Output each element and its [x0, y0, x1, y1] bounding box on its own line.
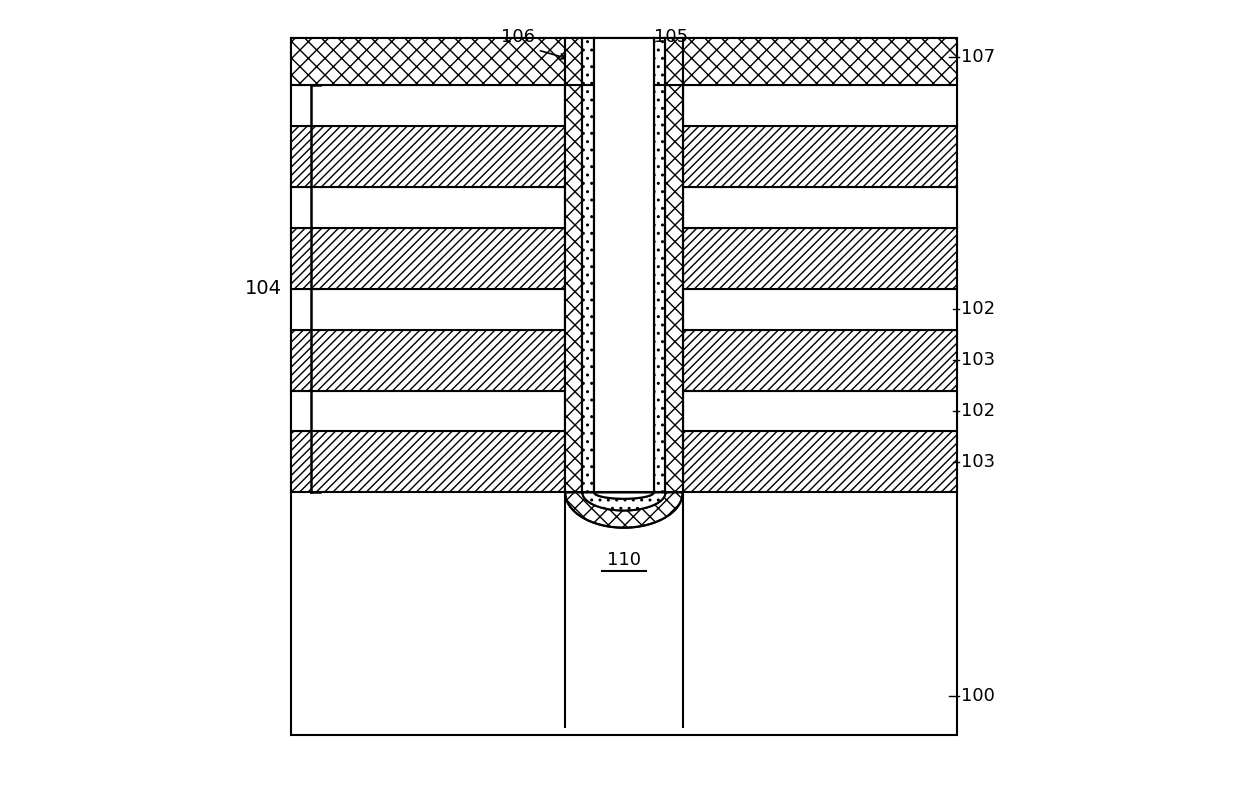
Bar — [683, 391, 957, 431]
Text: 104: 104 — [244, 280, 281, 298]
Bar — [291, 228, 565, 289]
Bar — [594, 38, 653, 493]
Bar — [683, 431, 957, 493]
Bar — [653, 38, 666, 85]
Bar — [683, 228, 957, 289]
Bar — [683, 187, 957, 228]
Text: 110: 110 — [606, 552, 641, 569]
Bar — [666, 85, 683, 493]
Bar — [291, 289, 565, 330]
Bar — [683, 85, 957, 126]
Text: 102: 102 — [961, 300, 994, 318]
Bar — [291, 431, 565, 493]
Bar — [565, 85, 583, 493]
Text: 106: 106 — [501, 28, 536, 46]
Bar — [683, 126, 957, 187]
Polygon shape — [583, 493, 666, 511]
Bar — [653, 85, 666, 493]
Text: 100: 100 — [961, 687, 994, 705]
Bar — [583, 85, 594, 493]
Text: 105: 105 — [653, 28, 688, 46]
Bar — [291, 391, 565, 431]
Bar — [291, 85, 565, 126]
Bar — [666, 38, 683, 85]
Bar — [683, 289, 957, 330]
Text: 103: 103 — [961, 453, 994, 471]
Bar — [291, 38, 957, 85]
Text: 102: 102 — [961, 402, 994, 420]
Text: 107: 107 — [961, 48, 994, 66]
Polygon shape — [594, 493, 653, 499]
Bar — [583, 38, 594, 85]
Bar — [565, 38, 583, 85]
Bar — [291, 126, 565, 187]
Bar — [291, 187, 565, 228]
Bar — [683, 330, 957, 391]
Bar — [291, 330, 565, 391]
Bar — [291, 38, 957, 736]
Polygon shape — [565, 493, 683, 528]
Text: 103: 103 — [961, 351, 994, 369]
